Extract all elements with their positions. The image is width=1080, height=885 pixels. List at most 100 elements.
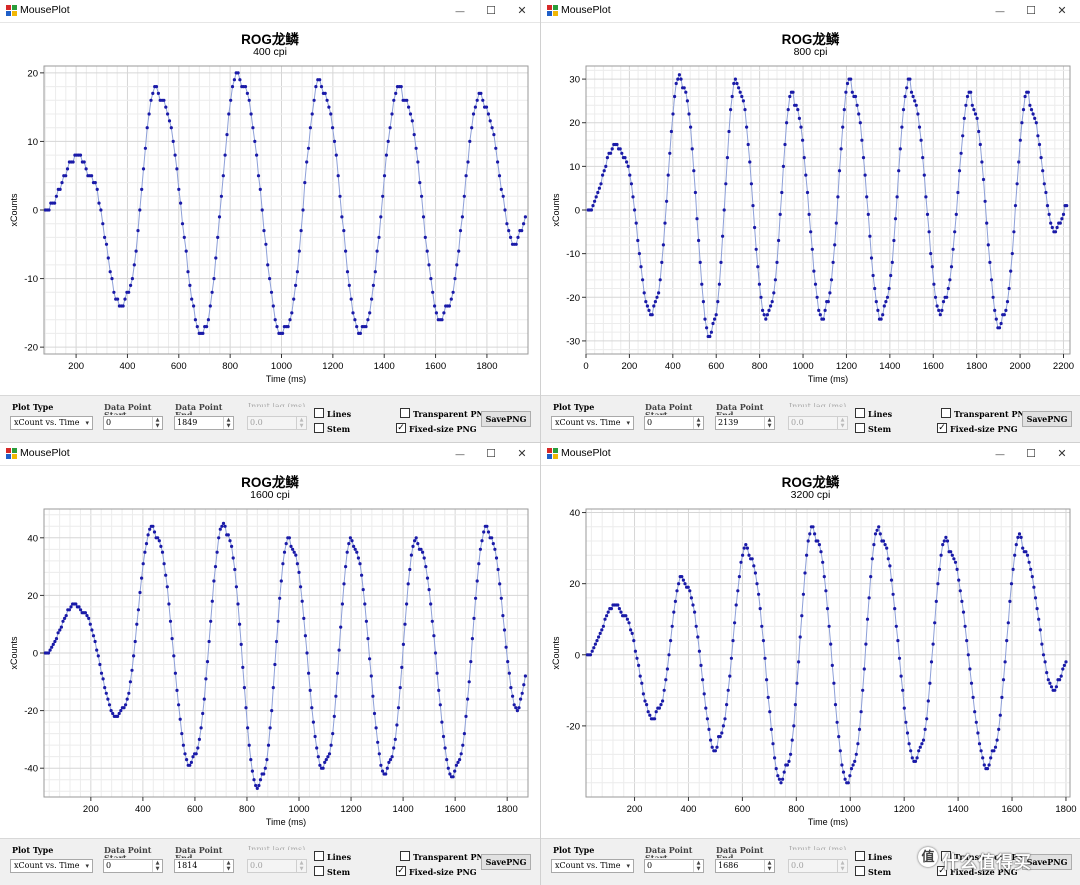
- plot-type-select[interactable]: xCount vs. Time ▾: [551, 416, 634, 430]
- spinner-icon[interactable]: ▲ ▼: [693, 860, 703, 872]
- data-point-start-input[interactable]: 0 ▲ ▼: [103, 859, 163, 873]
- data-point: [390, 112, 394, 116]
- data-point: [266, 743, 271, 747]
- data-point: [795, 681, 799, 685]
- data-point: [106, 697, 110, 701]
- data-point: [134, 249, 138, 253]
- data-point: [490, 126, 494, 130]
- close-button[interactable]: ✕: [1057, 5, 1067, 17]
- lines-checkbox[interactable]: [855, 851, 865, 861]
- lines-checkbox[interactable]: [314, 408, 324, 418]
- data-point-end-value: 1849: [177, 418, 198, 427]
- fixed-size-png-checkbox[interactable]: ✓: [937, 866, 947, 876]
- spinner-icon[interactable]: ▲ ▼: [693, 417, 703, 429]
- maximize-button[interactable]: ☐: [486, 5, 496, 17]
- data-point: [205, 660, 210, 664]
- data-point: [168, 619, 173, 623]
- data-point: [827, 624, 831, 628]
- data-point: [468, 139, 472, 143]
- save-png-button[interactable]: SavePNG: [1022, 411, 1072, 427]
- close-button[interactable]: ✕: [1057, 448, 1067, 460]
- data-point: [895, 195, 899, 199]
- data-point: [99, 208, 103, 212]
- plot-type-select[interactable]: xCount vs. Time ▾: [551, 859, 634, 873]
- stem-checkbox[interactable]: [314, 423, 324, 433]
- data-point: [403, 622, 407, 626]
- data-point: [167, 119, 172, 123]
- data-point: [1023, 94, 1027, 99]
- data-point-start-input[interactable]: 0 ▲ ▼: [644, 416, 704, 430]
- minimize-button[interactable]: —: [995, 6, 1005, 16]
- data-point: [379, 763, 383, 767]
- data-point: [1008, 599, 1012, 603]
- data-point: [694, 624, 698, 628]
- minimize-button[interactable]: —: [455, 449, 465, 459]
- data-point: [195, 325, 199, 329]
- transparent-png-checkbox[interactable]: [941, 851, 951, 861]
- data-point: [690, 147, 694, 151]
- maximize-button[interactable]: ☐: [1026, 448, 1036, 460]
- data-point: [670, 624, 674, 628]
- data-point: [324, 758, 328, 762]
- transparent-png-checkbox[interactable]: [400, 408, 410, 418]
- data-point: [241, 665, 245, 669]
- stem-checkbox[interactable]: [855, 423, 865, 433]
- data-point: [480, 539, 484, 543]
- close-button[interactable]: ✕: [517, 448, 527, 460]
- data-point: [815, 295, 819, 299]
- data-point-start-input[interactable]: 0 ▲ ▼: [644, 859, 704, 873]
- stem-checkbox[interactable]: [314, 866, 324, 876]
- spinner-icon[interactable]: ▲ ▼: [223, 860, 233, 872]
- data-point-end-input[interactable]: 1814 ▲ ▼: [174, 859, 234, 873]
- plot-type-select[interactable]: xCount vs. Time ▾: [10, 416, 93, 430]
- transparent-png-checkbox[interactable]: [941, 408, 951, 418]
- data-point: [873, 286, 877, 291]
- spinner-icon[interactable]: ▲ ▼: [152, 417, 162, 429]
- data-point: [392, 746, 396, 750]
- maximize-button[interactable]: ☐: [486, 448, 496, 460]
- spinner-icon[interactable]: ▲ ▼: [764, 860, 774, 872]
- close-button[interactable]: ✕: [517, 5, 527, 17]
- fixed-size-png-checkbox[interactable]: ✓: [937, 423, 947, 433]
- lines-checkbox[interactable]: [314, 851, 324, 861]
- data-point: [427, 588, 431, 592]
- stem-checkbox[interactable]: [855, 866, 865, 876]
- data-point-end-input[interactable]: 2139 ▲ ▼: [715, 416, 775, 430]
- fixed-size-png-checkbox[interactable]: ✓: [396, 423, 406, 433]
- data-point: [265, 758, 269, 762]
- minimize-button[interactable]: —: [455, 6, 465, 16]
- spinner-icon[interactable]: ▲ ▼: [223, 417, 233, 429]
- data-point: [128, 680, 132, 684]
- data-point: [677, 582, 681, 586]
- save-png-button[interactable]: SavePNG: [481, 411, 531, 427]
- lines-checkbox[interactable]: [855, 408, 865, 418]
- transparent-png-checkbox[interactable]: [400, 851, 410, 861]
- data-point-start-input[interactable]: 0 ▲ ▼: [103, 416, 163, 430]
- data-point: [103, 235, 107, 239]
- save-png-button[interactable]: SavePNG: [1022, 854, 1072, 870]
- data-point: [627, 621, 631, 625]
- data-point: [345, 270, 350, 274]
- data-point: [523, 215, 528, 219]
- data-point: [799, 125, 803, 129]
- save-png-button[interactable]: SavePNG: [481, 854, 531, 870]
- data-point: [499, 596, 503, 600]
- spinner-icon[interactable]: ▲ ▼: [152, 860, 162, 872]
- spinner-icon[interactable]: ▲ ▼: [764, 417, 774, 429]
- plot-type-select[interactable]: xCount vs. Time ▾: [10, 859, 93, 873]
- data-point: [170, 637, 174, 641]
- data-point: [136, 608, 140, 612]
- data-point-end-input[interactable]: 1849 ▲ ▼: [174, 416, 234, 430]
- data-point: [268, 726, 272, 730]
- data-point-end-input[interactable]: 1686 ▲ ▼: [715, 859, 775, 873]
- data-point: [813, 282, 818, 286]
- data-point: [991, 295, 995, 299]
- minimize-button[interactable]: —: [995, 449, 1005, 459]
- data-point: [777, 238, 781, 243]
- data-point: [821, 317, 826, 321]
- data-point: [610, 147, 614, 151]
- data-point: [953, 560, 958, 564]
- mouse-plot-chart: 200 400 600 800 1000 1200 1400 1600 1800 -20 -10 0 1…: [9, 65, 529, 384]
- fixed-size-png-checkbox[interactable]: ✓: [396, 866, 406, 876]
- maximize-button[interactable]: ☐: [1026, 5, 1036, 17]
